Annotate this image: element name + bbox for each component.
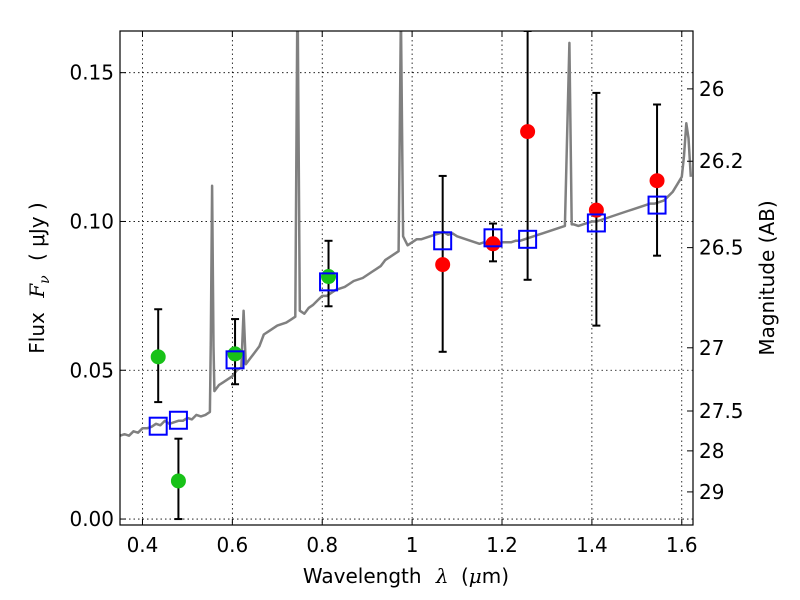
plot-background [120,31,693,525]
model_photometry-point [518,229,538,249]
x-axis-title-symbol: λ [435,564,449,588]
observed_green-point [170,473,186,489]
y-tick-label: 0.15 [69,61,114,85]
mag-tick-label: 26.5 [699,236,744,260]
x-tick-label: 1.6 [666,533,698,557]
x-axis-title-prefix: Wavelength [303,564,422,588]
model_photometry-point [148,416,168,436]
x-tick-label: 0.4 [127,533,159,557]
observed_green-point [150,349,166,365]
mag-tick-label: 27 [699,336,724,360]
model_photometry-point [319,272,339,292]
mag-tick-label: 28 [699,439,724,463]
mag-tick-label: 26 [699,77,724,101]
model_photometry-point [168,410,188,430]
observed_red-point [649,173,665,189]
y-axis-title-symbol: F [25,283,49,299]
x-tick-label: 0.8 [306,533,338,557]
y2-axis-title: Magnitude (AB) [755,200,779,355]
model_photometry-point [586,213,606,233]
model_photometry-point [483,228,503,248]
observed_red-point [485,236,501,252]
y-axis-title-prefix: Flux [25,312,49,354]
model_photometry-point [225,350,245,370]
y-axis-title-unit: ( μJy ) [25,202,49,261]
x-axis-title-unit-open: ( [461,564,469,588]
y-tick-label: 0.10 [69,209,114,233]
mag-tick-label: 26.2 [699,149,744,173]
y-tick-label: 0.00 [69,507,114,531]
y-tick-label: 0.05 [69,358,114,382]
model_photometry-point [433,231,453,251]
model_photometry-point [647,195,667,215]
plot-frame [119,30,694,526]
model-spectrum-line [120,31,693,437]
mag-tick-label: 29 [699,480,724,504]
y-axis-title-subscript: ν [37,275,53,284]
mag-tick-label: 27.5 [699,399,744,423]
observed_green-point [227,346,243,362]
x-tick-label: 1.2 [486,533,518,557]
observed_red-point [435,257,451,273]
x-axis-title: Wavelength λ (μm) [303,564,509,588]
axis-ticks: 0.4 0.6 0.8 1 1.2 1.4 1.6 0.00 0.05 0.10 0.15 26 26.… [69,31,744,557]
data-series [148,31,667,521]
x-tick-label: 1.4 [576,533,608,557]
x-tick-label: 1 [406,533,419,557]
y-axis-title: Flux Fν ( μJy ) [25,202,54,353]
observed_green-point [321,269,337,285]
x-axis-title-unit-rest: m) [482,564,509,588]
observed_red-point [520,124,536,140]
x-tick-label: 0.6 [216,533,248,557]
x-axis-title-unit-mu: μ [469,564,482,588]
